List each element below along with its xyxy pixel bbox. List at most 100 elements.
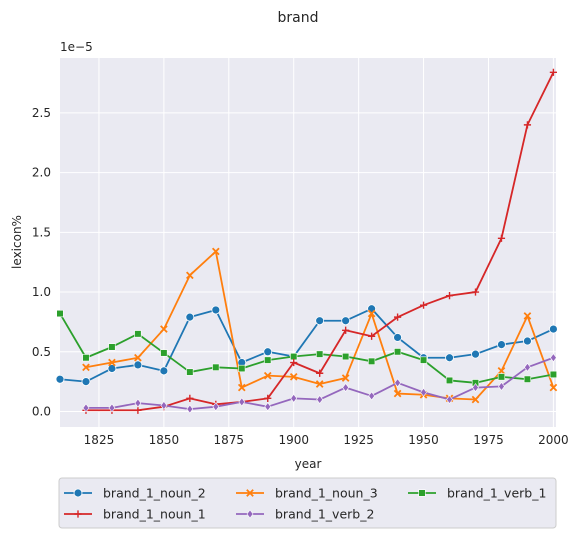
diamond-marker-shape (498, 381, 505, 391)
data-point (290, 352, 298, 361)
diamond-marker-shape (290, 393, 298, 403)
square-marker-shape (186, 368, 194, 376)
data-point (471, 349, 480, 359)
y-scale-label: 1e−5 (60, 40, 93, 54)
square-marker-shape (316, 350, 324, 358)
x-marker-shape (471, 395, 480, 404)
data-point (82, 354, 90, 362)
x-tick-label: 1875 (214, 433, 245, 447)
diamond-marker-shape (246, 509, 254, 519)
data-point (549, 370, 558, 379)
legend-label: brand_1_verb_2 (275, 507, 374, 522)
data-point (445, 353, 454, 363)
data-point (342, 326, 350, 334)
data-point (471, 395, 480, 404)
circle-marker-shape (549, 324, 558, 334)
plus-marker-shape (342, 326, 350, 334)
data-point (315, 316, 325, 326)
plus-marker-shape (134, 406, 142, 414)
circle-marker-shape (445, 353, 454, 363)
data-point (134, 330, 142, 338)
square-marker-shape (108, 343, 116, 351)
x-marker-shape (263, 371, 272, 380)
diamond-marker-shape (550, 353, 557, 363)
plus-marker-shape (497, 234, 506, 242)
data-point (341, 374, 350, 382)
x-marker-shape (315, 380, 324, 388)
data-point (523, 121, 532, 129)
data-point (186, 368, 194, 376)
data-point (445, 292, 454, 300)
data-point (159, 366, 169, 376)
x-marker-shape (160, 325, 168, 333)
y-tick-label: 0.0 (32, 404, 51, 418)
data-point (368, 332, 376, 340)
x-marker-shape (108, 358, 116, 367)
data-point (160, 349, 168, 357)
plus-marker-shape (290, 358, 298, 367)
x-marker-shape (367, 309, 376, 318)
diamond-marker-shape (394, 378, 401, 388)
legend-label: brand_1_noun_1 (103, 507, 206, 522)
diamond-marker-shape (446, 395, 453, 405)
square-marker-shape (160, 349, 168, 357)
data-point (185, 312, 195, 322)
x-tick-label: 1900 (278, 433, 309, 447)
legend-item: brand_1_noun_3 (236, 486, 378, 501)
diamond-marker-shape (160, 401, 168, 411)
data-point (134, 398, 142, 408)
data-point (211, 247, 220, 256)
data-point (523, 336, 532, 346)
diamond-marker-shape (524, 362, 531, 372)
data-point (108, 343, 116, 351)
data-point (56, 309, 64, 318)
data-point (186, 404, 194, 414)
data-point (420, 387, 427, 397)
legend-item: brand_1_noun_2 (64, 486, 206, 501)
plus-marker-shape (419, 301, 428, 309)
series-layer (55, 68, 558, 414)
y-tick-label: 2.5 (32, 106, 51, 120)
x-tick-label: 1825 (84, 433, 115, 447)
axes: 1825 1850 1875 1900 1925 1950 1975 2000 0.0 0.5 1.… (32, 106, 569, 447)
circle-marker-shape (159, 366, 169, 376)
x-marker-shape (82, 363, 90, 372)
legend-item: brand_1_verb_2 (236, 507, 374, 522)
square-marker-shape (393, 348, 402, 356)
data-point (264, 394, 272, 402)
circle-marker-shape (55, 374, 65, 384)
data-point (472, 383, 479, 393)
square-marker-shape (419, 356, 428, 364)
data-point (211, 305, 221, 315)
data-point (497, 367, 506, 375)
data-point (237, 383, 246, 392)
x-marker-shape (523, 312, 532, 320)
x-marker-shape (134, 353, 142, 362)
data-point (367, 309, 376, 318)
plus-marker-shape (471, 288, 480, 296)
plus-marker-shape (549, 68, 558, 76)
data-point (82, 403, 90, 413)
square-marker-shape (82, 354, 90, 362)
plus-marker-shape (445, 292, 454, 300)
x-marker-shape (289, 373, 298, 381)
legend-label: brand_1_noun_2 (103, 486, 206, 501)
square-marker-shape (290, 352, 298, 361)
data-point (160, 401, 168, 411)
x-axis-label: year (295, 457, 322, 471)
plus-marker-shape (264, 394, 272, 402)
plus-marker-shape (393, 313, 402, 321)
data-point (393, 333, 402, 342)
x-marker-shape (341, 374, 350, 382)
circle-marker-shape (73, 488, 83, 498)
circle-marker-shape (315, 316, 325, 326)
plus-marker-shape (316, 369, 324, 377)
data-point (549, 68, 558, 76)
data-point (341, 316, 351, 326)
x-tick-label: 2000 (538, 433, 569, 447)
data-point (160, 325, 168, 333)
data-point (264, 402, 272, 412)
data-point (342, 352, 350, 361)
data-point (133, 360, 143, 370)
